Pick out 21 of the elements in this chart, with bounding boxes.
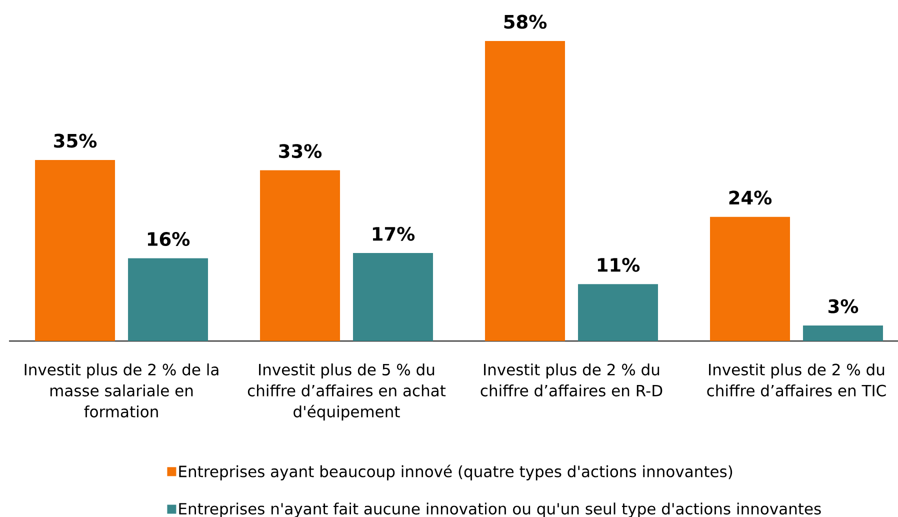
bar bbox=[485, 40, 565, 341]
x-tick-label: Investit plus de 2 % du chiffre d’affaires en TIC bbox=[707, 363, 886, 396]
data-label: 16% bbox=[148, 232, 190, 246]
data-label: 58% bbox=[504, 14, 547, 29]
bar bbox=[710, 216, 790, 341]
data-label: 33% bbox=[279, 144, 322, 158]
data-label: 24% bbox=[729, 190, 772, 205]
data-label: 3% bbox=[828, 299, 858, 314]
data-label: 17% bbox=[372, 226, 415, 241]
bar bbox=[260, 170, 340, 341]
data-label: 35% bbox=[54, 134, 97, 148]
bar bbox=[35, 160, 116, 341]
bar bbox=[802, 325, 883, 341]
x-tick-label: Investit plus de 5 % du chiffre d’affaires en achat d'équipement bbox=[248, 363, 446, 420]
x-tick-label: Investit plus de 2 % du chiffre d’affaires en R-D bbox=[480, 363, 662, 396]
data-label: 11% bbox=[598, 258, 640, 272]
bar bbox=[128, 258, 208, 341]
bar bbox=[353, 253, 433, 341]
x-tick-label: Investit plus de 2 % de la masse salariale en formation bbox=[24, 363, 218, 418]
legend-label: Entreprises ayant beaucoup innové (quatre types d'actions innovantes) bbox=[179, 464, 732, 480]
bar bbox=[578, 284, 658, 341]
